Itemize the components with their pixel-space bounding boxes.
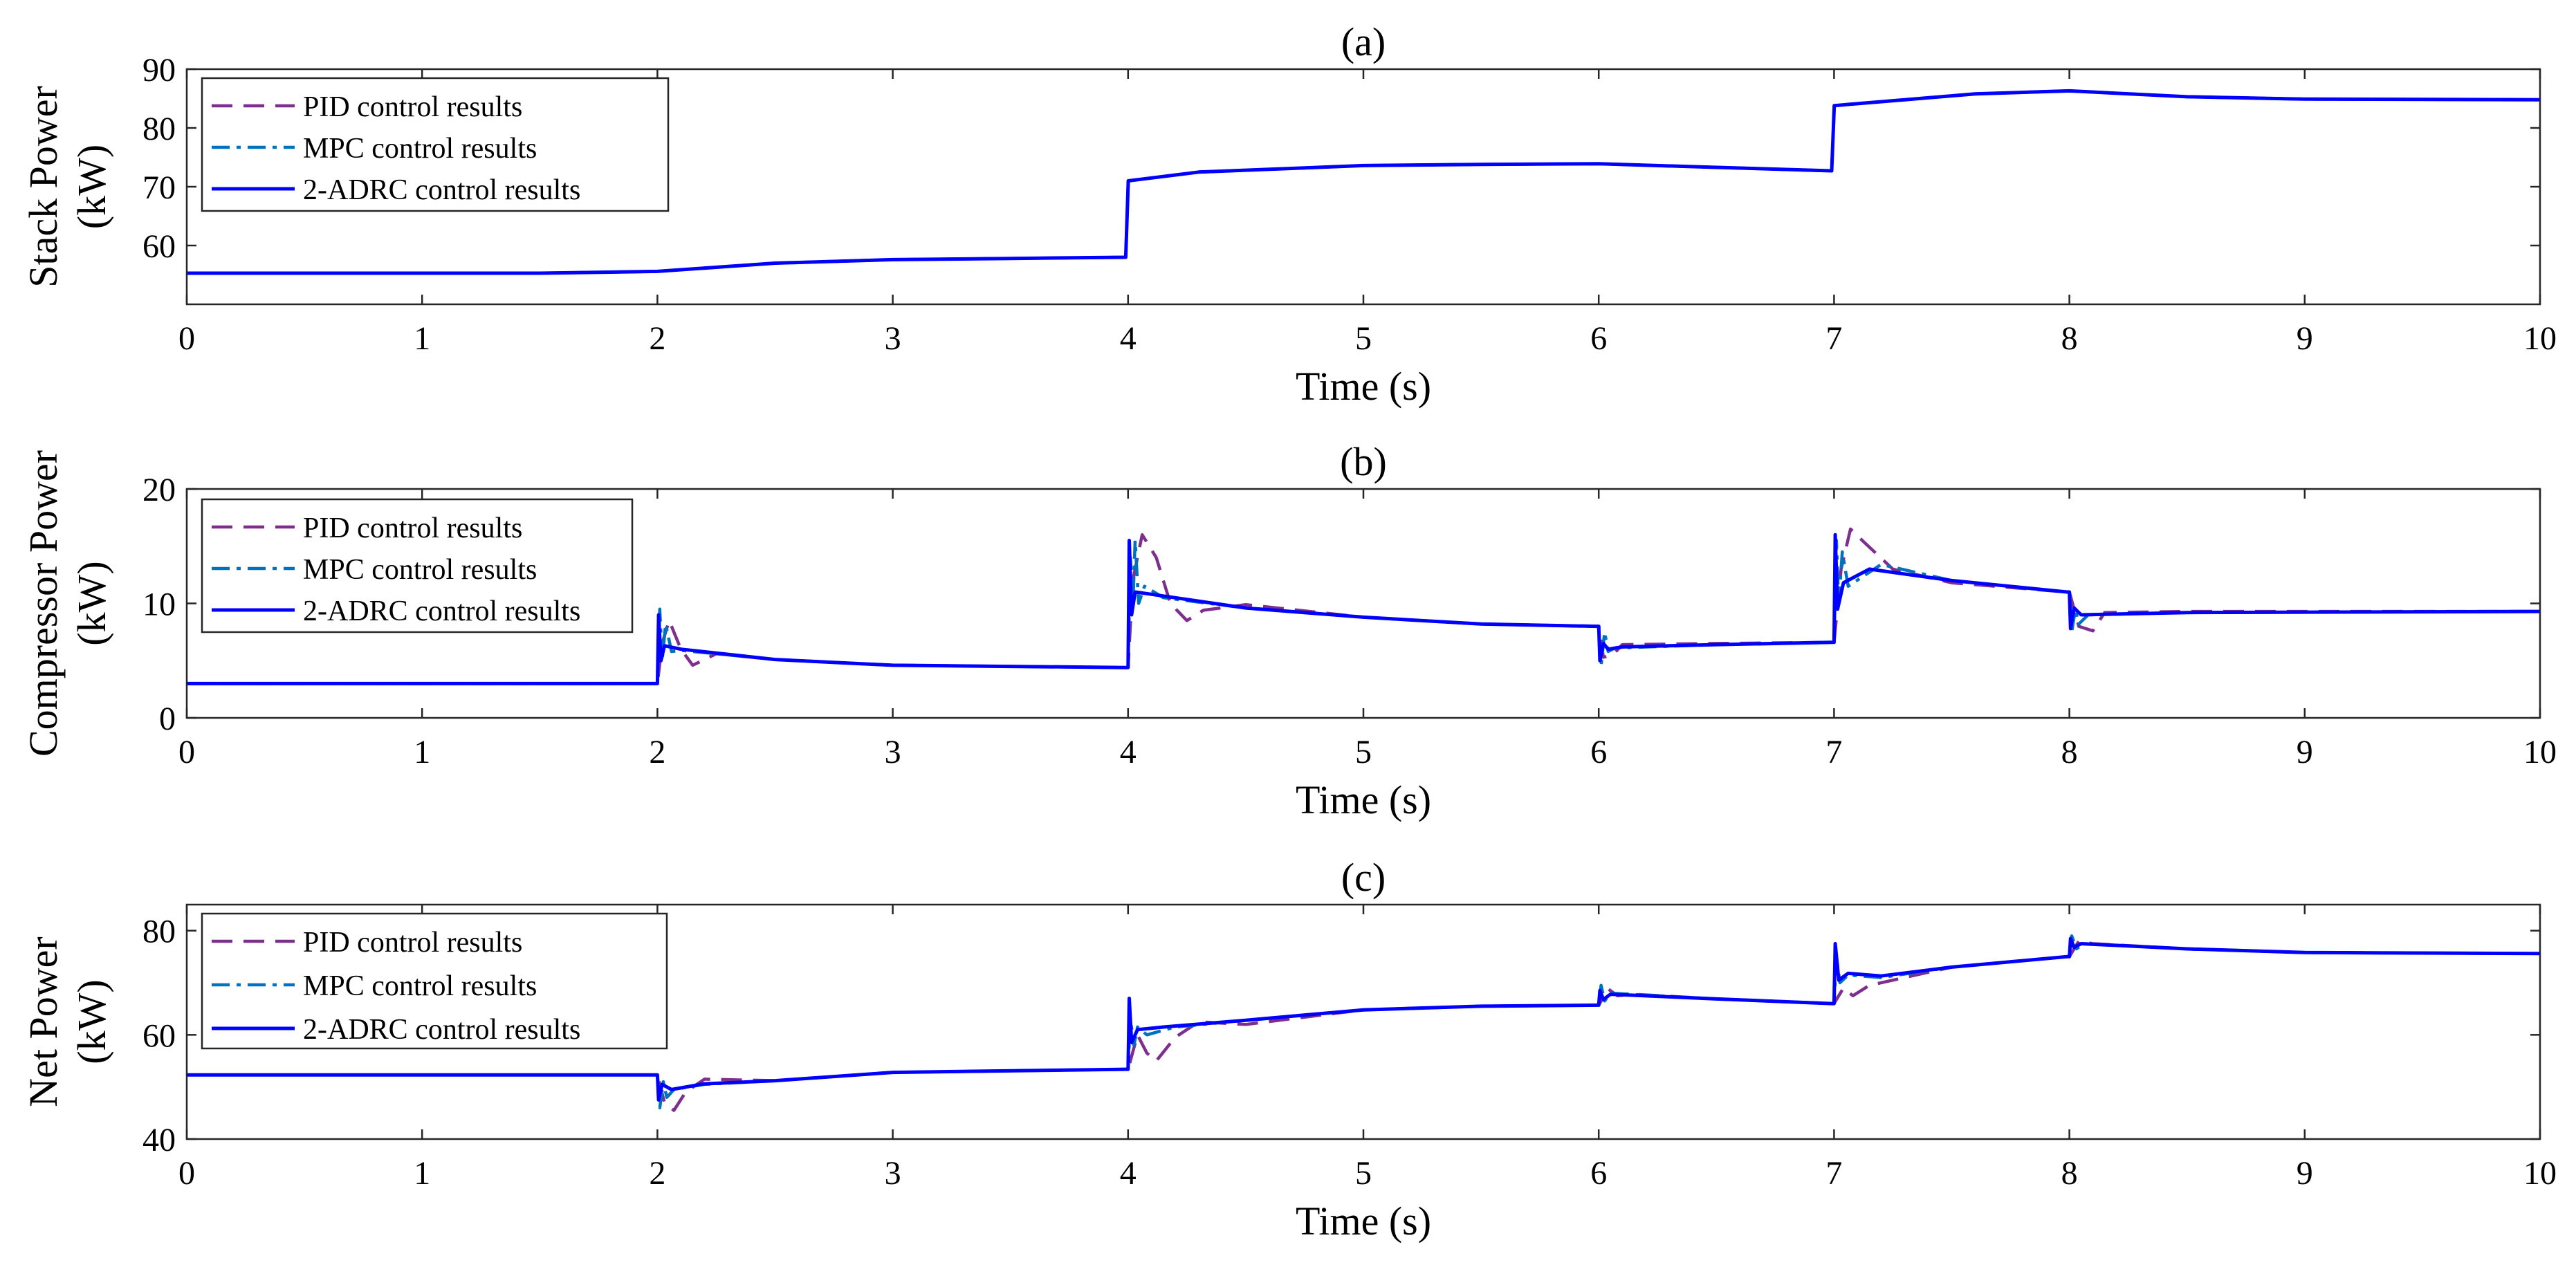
x-tick-label: 8 xyxy=(2061,734,2078,770)
x-tick-label: 3 xyxy=(885,734,901,770)
x-tick-label: 6 xyxy=(1590,1155,1607,1192)
x-tick-label: 3 xyxy=(885,320,901,357)
x-tick-label: 8 xyxy=(2061,320,2078,357)
panel-b: 0 1 2 3 4 5 6 7 8 9 10 0 10 20 (b) Time (s) Compressor P… xyxy=(21,439,2557,822)
legend-box xyxy=(201,912,668,1050)
x-tick-label: 0 xyxy=(178,320,195,357)
legend-label-2: MPC control results xyxy=(303,554,537,586)
x-tick-label: 5 xyxy=(1355,320,1372,357)
x-axis-label: Time (s) xyxy=(1296,1199,1431,1243)
y-tick-label: 20 xyxy=(142,472,176,508)
x-tick-label: 0 xyxy=(178,1155,195,1192)
x-axis-label: Time (s) xyxy=(1296,777,1431,822)
x-tick-label: 10 xyxy=(2523,320,2557,357)
legend-label-3: 2-ADRC control results xyxy=(303,1014,580,1046)
y-tick-label: 10 xyxy=(142,586,176,623)
x-tick-label: 4 xyxy=(1120,320,1137,357)
legend-label-2: MPC control results xyxy=(303,970,537,1002)
x-tick-label: 3 xyxy=(885,1155,901,1192)
x-tick-label: 1 xyxy=(414,734,430,770)
x-tick-label: 4 xyxy=(1120,734,1137,770)
y-tick-label: 80 xyxy=(142,111,176,147)
legend-label-3: 2-ADRC control results xyxy=(303,174,580,206)
x-tick-label: 10 xyxy=(2523,1155,2557,1192)
y-tick-label: 80 xyxy=(142,914,176,950)
x-tick-label: 1 xyxy=(414,320,430,357)
y-tick-label: 60 xyxy=(142,228,176,265)
y-axis-label-line2: (kW) xyxy=(69,979,114,1064)
panel-title: (b) xyxy=(1340,439,1387,484)
legend-label-1: PID control results xyxy=(303,91,522,123)
panel-title: (c) xyxy=(1341,855,1386,900)
x-tick-label: 10 xyxy=(2523,734,2557,770)
panel-c: 0 1 2 3 4 5 6 7 8 9 10 40 60 80 (c) Time (s) Net Power (k… xyxy=(21,855,2557,1243)
legend: PID control results MPC control results 2-… xyxy=(201,498,634,634)
series-group xyxy=(187,934,2540,1112)
panel-a: 0 1 2 3 4 5 6 7 8 9 10 60 70 80 90 (a) Time (s) Stack Pow… xyxy=(21,19,2557,409)
x-tick-label: 9 xyxy=(2297,734,2313,770)
x-tick-label: 6 xyxy=(1590,320,1607,357)
y-tick-label: 0 xyxy=(159,701,176,737)
legend: PID control results MPC control results 2-… xyxy=(201,912,668,1050)
y-tick-label: 90 xyxy=(142,52,176,89)
x-tick-label: 2 xyxy=(649,734,665,770)
x-tick-label: 6 xyxy=(1590,734,1607,770)
y-axis-label-line1: Stack Power xyxy=(21,86,66,288)
x-tick-label: 1 xyxy=(414,1155,430,1192)
x-tick-label: 5 xyxy=(1355,1155,1372,1192)
legend: PID control results MPC control results 2-… xyxy=(201,77,670,212)
y-tick-label: 40 xyxy=(142,1122,176,1158)
x-tick-label: 2 xyxy=(649,1155,665,1192)
y-tick-label: 70 xyxy=(142,169,176,206)
x-tick-label: 4 xyxy=(1120,1155,1137,1192)
y-tick-label: 60 xyxy=(142,1017,176,1054)
x-tick-label: 7 xyxy=(1825,1155,1842,1192)
series-line-3 xyxy=(187,89,2540,275)
y-axis-label-line1: Net Power xyxy=(21,936,66,1107)
y-axis-label-line2: (kW) xyxy=(69,145,114,229)
x-tick-label: 9 xyxy=(2297,320,2313,357)
series-line-3 xyxy=(187,533,2540,685)
series-line-3 xyxy=(187,936,2540,1102)
y-axis-label-line2: (kW) xyxy=(69,561,114,645)
panel-title: (a) xyxy=(1341,19,1386,64)
legend-label-3: 2-ADRC control results xyxy=(303,595,580,627)
legend-label-1: PID control results xyxy=(303,927,522,959)
x-axis-label: Time (s) xyxy=(1296,364,1431,409)
x-tick-label: 8 xyxy=(2061,1155,2078,1192)
x-tick-label: 9 xyxy=(2297,1155,2313,1192)
series-group xyxy=(187,527,2540,685)
x-tick-label: 2 xyxy=(649,320,665,357)
legend-label-1: PID control results xyxy=(303,512,522,544)
legend-label-2: MPC control results xyxy=(303,133,537,165)
x-tick-label: 5 xyxy=(1355,734,1372,770)
x-tick-label: 0 xyxy=(178,734,195,770)
series-group xyxy=(187,89,2540,275)
x-tick-label: 7 xyxy=(1825,734,1842,770)
x-tick-label: 7 xyxy=(1825,320,1842,357)
y-axis-label-line1: Compressor Power xyxy=(21,450,66,757)
